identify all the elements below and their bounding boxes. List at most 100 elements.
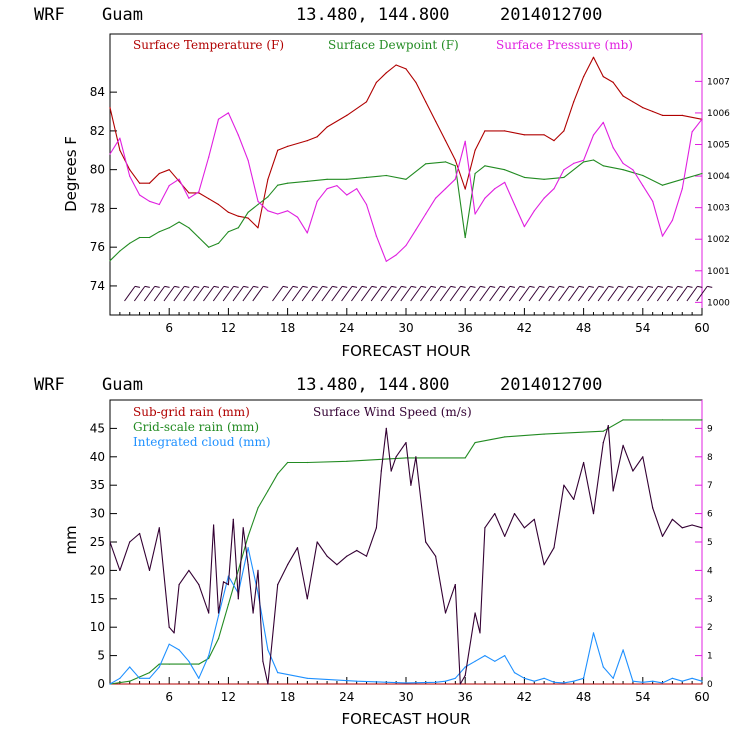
- integrated-cloud-mm-point: [129, 666, 131, 668]
- wind-barb-flag: [381, 285, 387, 288]
- surface-wind-speed-m-s-point: [129, 541, 131, 543]
- wind-barb: [400, 286, 412, 302]
- y-tick-label: 76: [90, 240, 105, 254]
- wind-barb-flag: [608, 285, 614, 288]
- panel2-series: [109, 419, 703, 685]
- surface-pressure-mb-point: [247, 159, 249, 161]
- wind-barb-flag: [598, 285, 604, 288]
- wind-barb: [518, 286, 531, 302]
- integrated-cloud-mm-point: [356, 680, 358, 682]
- wind-barb: [508, 286, 521, 302]
- surface-dewpoint-f-point: [287, 182, 289, 184]
- surface-wind-speed-m-s-point: [543, 564, 545, 566]
- integrated-cloud-mm-point: [119, 677, 121, 679]
- grid-scale-rain-mm-point: [168, 663, 170, 665]
- x-tick-label: 30: [398, 690, 413, 704]
- wind-barb: [272, 286, 284, 302]
- integrated-cloud-mm-point: [277, 672, 279, 674]
- surface-pressure-mb-point: [701, 118, 703, 120]
- surface-wind-speed-m-s-point: [188, 569, 190, 572]
- grid-scale-rain-mm-point: [198, 663, 200, 665]
- wind-barb-flag: [194, 285, 200, 288]
- wind-barb-flag: [421, 285, 427, 288]
- surface-wind-speed-m-s-point: [375, 527, 377, 529]
- integrated-cloud-mm-point: [208, 655, 210, 657]
- surface-dewpoint-f-point: [178, 221, 180, 223]
- grid-scale-rain-mm-point: [543, 433, 545, 435]
- surface-wind-speed-m-s-point: [563, 484, 565, 486]
- surface-pressure-mb-point: [296, 216, 299, 218]
- integrated-cloud-mm-point: [267, 649, 269, 651]
- y-tick-label: 80: [90, 163, 105, 177]
- surface-pressure-mb-point: [365, 203, 368, 206]
- integrated-cloud-mm-point: [602, 666, 604, 668]
- surface-pressure-mb-point: [158, 203, 160, 206]
- grid-scale-rain-mm-point: [148, 672, 151, 674]
- surface-dewpoint-f-point: [474, 172, 476, 175]
- surface-pressure-mb-point: [375, 235, 377, 237]
- integrated-cloud-mm-point: [139, 677, 141, 679]
- grid-scale-rain-mm-point: [237, 569, 239, 572]
- wind-barb: [143, 286, 156, 302]
- surface-pressure-mb-point: [336, 185, 338, 187]
- y2-tick-label: 0: [707, 680, 713, 690]
- panel1-coords-label: 13.480, 144.800: [296, 5, 450, 25]
- surface-temperature-f-point: [592, 56, 595, 58]
- integrated-cloud-mm-point: [257, 592, 259, 594]
- panel1-y-ticks: 74 76 78 80 82 84: [90, 85, 117, 293]
- surface-dewpoint-f-point: [119, 250, 121, 252]
- surface-temperature-f-point: [306, 140, 308, 142]
- surface-dewpoint-f-point: [148, 236, 151, 239]
- legend-cloud: Integrated cloud (mm): [133, 435, 271, 449]
- surface-wind-speed-m-s-point: [479, 632, 481, 634]
- wind-barb-flag: [134, 285, 141, 288]
- surface-pressure-mb-point: [661, 235, 664, 237]
- wind-barb-flag: [154, 285, 160, 288]
- surface-wind-speed-m-s-point: [365, 555, 368, 557]
- y-tick-label: 82: [90, 124, 105, 138]
- y-tick-label: 45: [90, 421, 105, 435]
- surface-dewpoint-f-point: [523, 176, 526, 178]
- surface-pressure-mb-point: [257, 200, 259, 202]
- panel2-location-label: Guam: [102, 375, 143, 395]
- wind-barb-flag: [519, 285, 525, 288]
- y2-tick-label: 4: [707, 566, 713, 576]
- panel2-coords-label: 13.480, 144.800: [296, 375, 450, 395]
- surface-wind-speed-m-s-point: [435, 555, 437, 557]
- integrated-cloud-mm-point: [188, 660, 190, 662]
- y-tick-label: 10: [90, 620, 105, 634]
- surface-wind-speed-m-s-point: [148, 569, 151, 572]
- wind-barb: [163, 286, 175, 302]
- grid-scale-rain-mm-point: [158, 663, 160, 665]
- surface-pressure-mb-point: [612, 147, 614, 149]
- wind-barb-flag: [707, 285, 713, 288]
- panel1-frame-left: [109, 33, 703, 316]
- surface-wind-speed-m-s-point: [573, 498, 575, 500]
- surface-dewpoint-f-point: [306, 180, 308, 182]
- surface-pressure-mb-point: [395, 254, 397, 256]
- wind-barb: [656, 286, 669, 302]
- surface-wind-speed-m-s-point: [158, 527, 160, 529]
- surface-wind-speed-m-s-point: [622, 444, 624, 446]
- surface-wind-speed-m-s-point: [296, 547, 299, 549]
- grid-scale-rain-mm-point: [474, 442, 476, 444]
- surface-dewpoint-f-point: [405, 178, 407, 180]
- surface-pressure-mb-point: [168, 185, 170, 187]
- y2-tick-label: 1005: [707, 141, 730, 151]
- wind-barb-flag: [332, 285, 338, 288]
- surface-wind-speed-m-s-point: [494, 513, 496, 515]
- surface-pressure-mb-point: [523, 226, 526, 228]
- panel1-location-label: Guam: [102, 5, 143, 25]
- x-tick-label: 42: [517, 321, 532, 335]
- wind-barb: [617, 286, 629, 302]
- integrated-cloud-mm-point: [454, 677, 456, 679]
- wind-barb-flag: [677, 285, 683, 288]
- x-tick-label: 60: [694, 690, 709, 704]
- surface-temperature-f-point: [573, 101, 575, 103]
- grid-scale-rain-mm-point: [227, 603, 229, 606]
- panel2-ylabel: mm: [62, 525, 80, 554]
- surface-temperature-f-point: [257, 227, 259, 229]
- wind-barb-flag: [549, 285, 555, 288]
- surface-wind-speed-m-s-point: [701, 527, 703, 529]
